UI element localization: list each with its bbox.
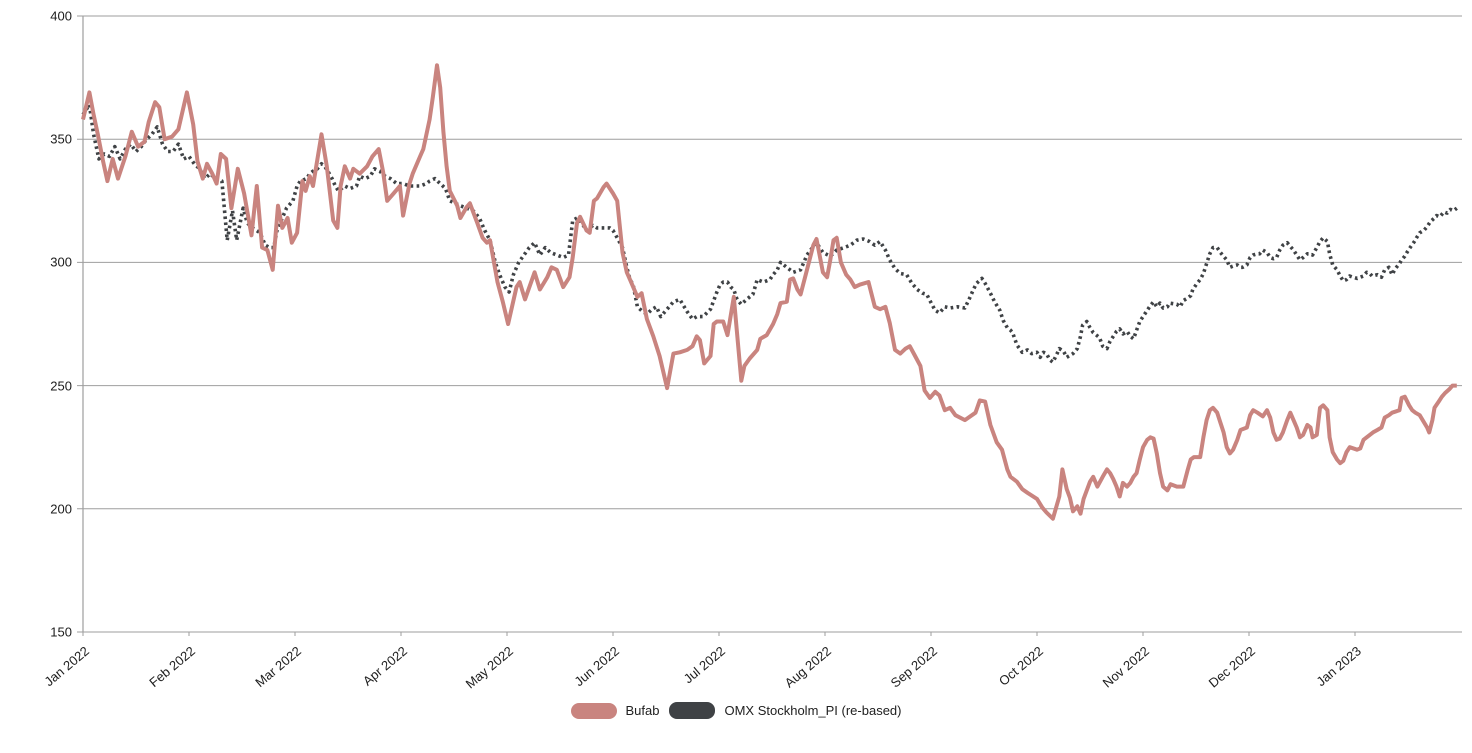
bufab-series-line xyxy=(81,63,1457,521)
y-tick-label-250: 250 xyxy=(50,378,72,394)
legend-label-omx: OMX Stockholm_PI (re-based) xyxy=(724,703,902,718)
legend-label-bufab: Bufab xyxy=(625,703,660,718)
omx-line-swatch-icon xyxy=(669,702,716,719)
y-tick-label-400: 400 xyxy=(50,8,72,24)
legend-item-omx: OMX Stockholm_PI (re-based) xyxy=(669,702,902,719)
legend-item-bufab: Bufab xyxy=(570,702,660,719)
y-tick-label-300: 300 xyxy=(50,254,72,270)
chart-legend: Bufab OMX Stockholm_PI (re-based) xyxy=(0,702,1472,719)
y-tick-label-150: 150 xyxy=(50,624,72,640)
y-tick-label-350: 350 xyxy=(50,131,72,147)
bufab-line-swatch-icon xyxy=(570,702,617,719)
y-tick-label-200: 200 xyxy=(50,501,72,517)
omx-series-line xyxy=(81,102,1458,365)
